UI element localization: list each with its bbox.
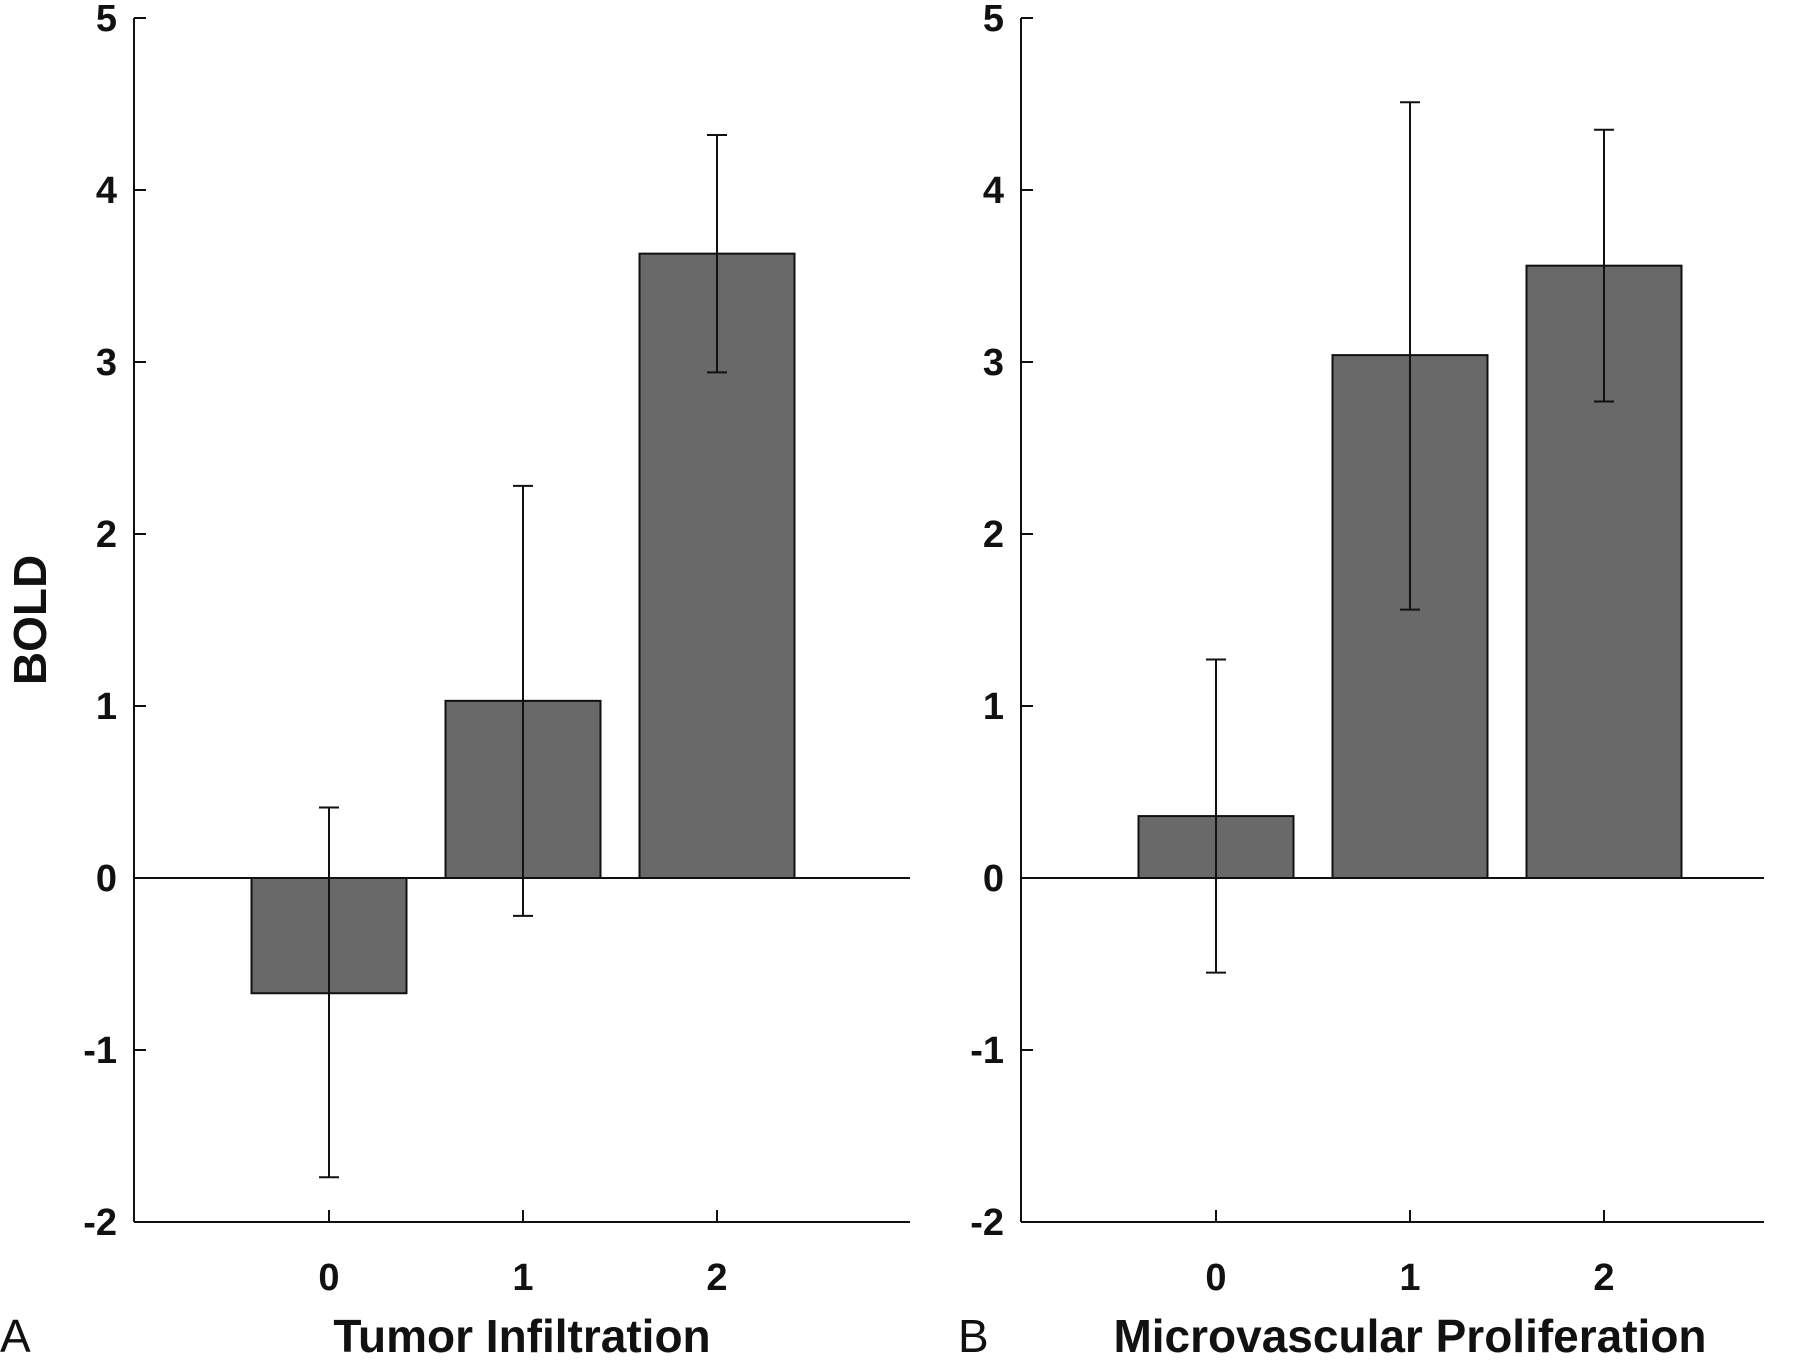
y-tick-label: -2 [970, 1202, 1004, 1244]
y-tick-label: 0 [96, 858, 117, 900]
x-tick-label: 2 [1593, 1257, 1614, 1299]
y-tick-label: 4 [96, 170, 117, 212]
y-tick-label: 3 [96, 342, 117, 384]
y-axis-title: BOLD [4, 555, 56, 685]
y-tick-label: 5 [96, 0, 117, 40]
y-tick-label: 4 [983, 170, 1004, 212]
y-tick-label: 1 [983, 686, 1004, 728]
x-tick-label: 2 [706, 1257, 727, 1299]
y-tick-label: -1 [970, 1030, 1004, 1072]
y-tick-label: 0 [983, 858, 1004, 900]
panel-letter: B [958, 1310, 989, 1361]
y-tick-label: -2 [83, 1202, 117, 1244]
y-tick-label: 2 [983, 514, 1004, 556]
panel-letter: A [0, 1310, 31, 1361]
y-tick-label: -1 [83, 1030, 117, 1072]
panel-a: -2 -1 0 1 2 3 4 5 0 1 2 Tumor Infiltration A BOLD [0, 0, 910, 1361]
x-axis-title: Microvascular Proliferation [1113, 1310, 1706, 1361]
y-tick-label: 3 [983, 342, 1004, 384]
x-axis-title: Tumor Infiltration [333, 1310, 710, 1361]
y-tick-label: 1 [96, 686, 117, 728]
panel-b: -2 -1 0 1 2 3 4 5 0 1 2 Microvascular Proliferation… [958, 0, 1764, 1361]
x-tick-label: 0 [1205, 1257, 1226, 1299]
y-tick-label: 5 [983, 0, 1004, 40]
y-tick-label: 2 [96, 514, 117, 556]
x-tick-label: 0 [318, 1257, 339, 1299]
x-tick-label: 1 [512, 1257, 533, 1299]
x-tick-label: 1 [1399, 1257, 1420, 1299]
